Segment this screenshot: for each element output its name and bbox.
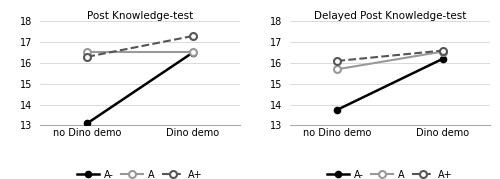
Legend: A-, A, A+: A-, A, A+ bbox=[78, 170, 202, 179]
Title: Delayed Post Knowledge-test: Delayed Post Knowledge-test bbox=[314, 11, 466, 21]
Title: Post Knowledge-test: Post Knowledge-test bbox=[87, 11, 193, 21]
Legend: A-, A, A+: A-, A, A+ bbox=[328, 170, 452, 179]
